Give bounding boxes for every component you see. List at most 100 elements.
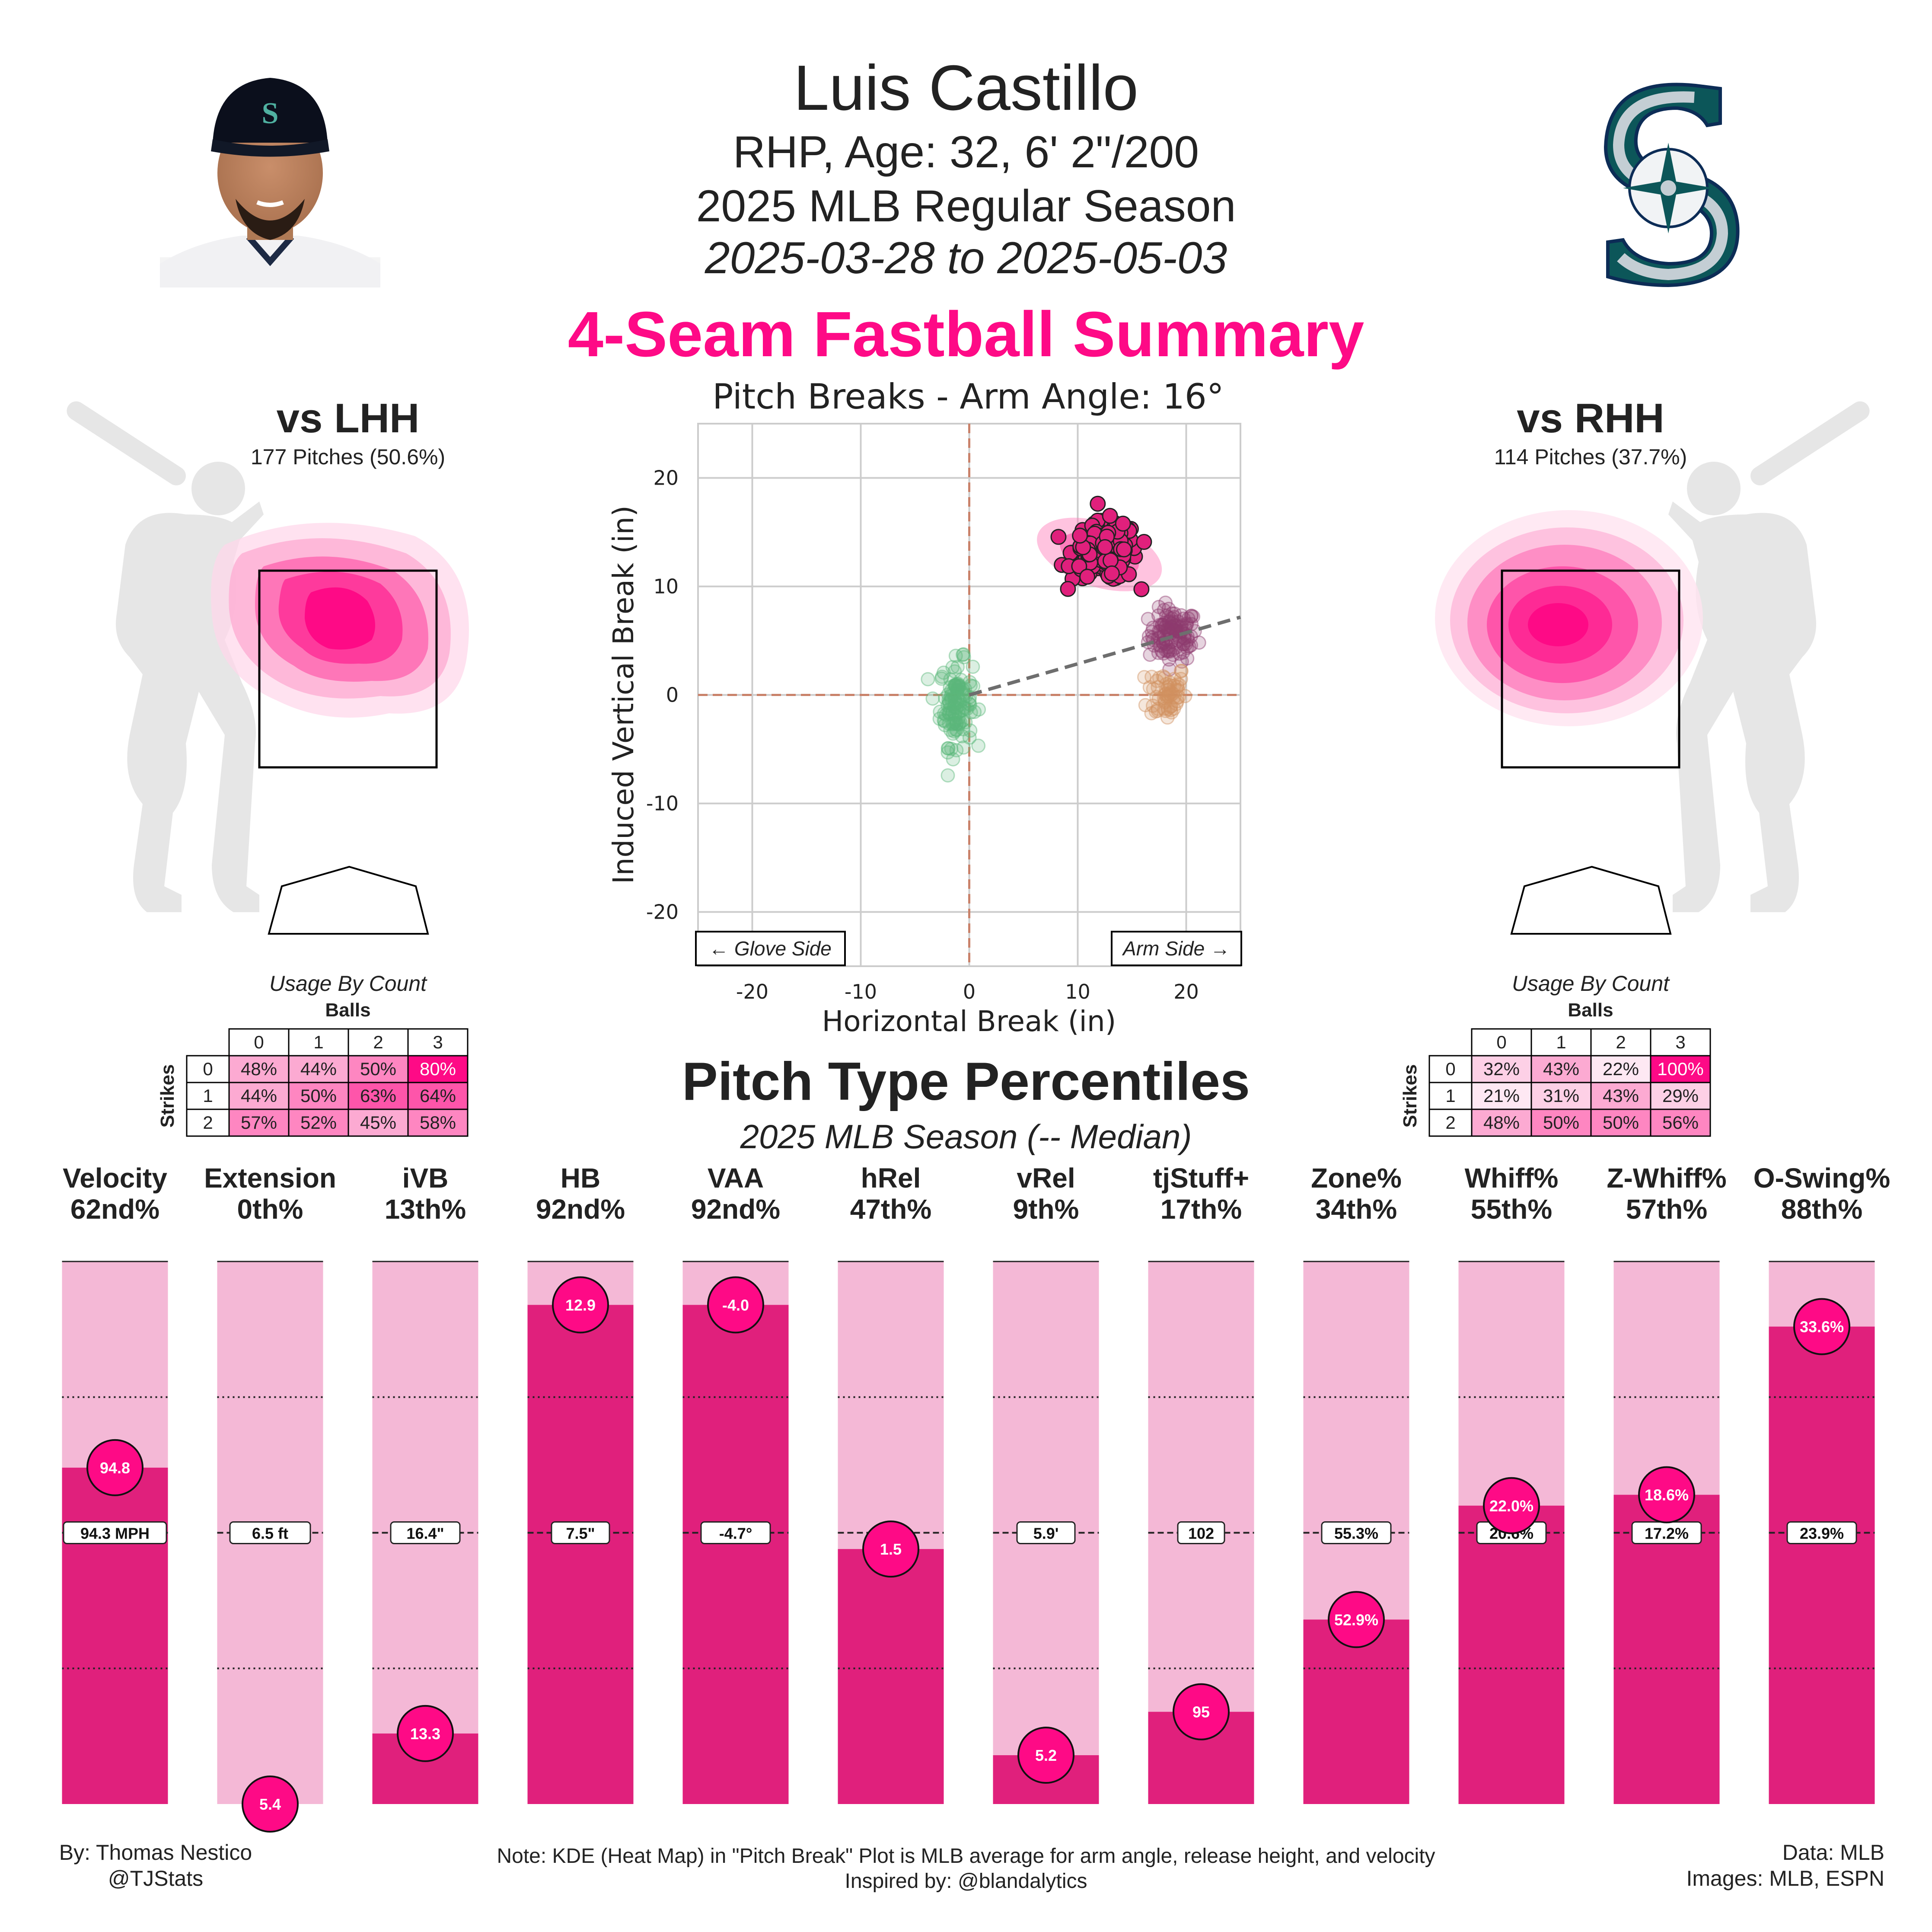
data-point bbox=[1162, 687, 1177, 701]
data-point bbox=[940, 745, 955, 760]
data-point bbox=[1156, 646, 1171, 661]
value-label: 18.6% bbox=[1645, 1486, 1689, 1504]
data-point bbox=[1079, 568, 1096, 585]
data-point bbox=[1138, 698, 1153, 712]
median-label-box bbox=[229, 1521, 311, 1544]
data-point bbox=[946, 726, 960, 741]
data-point bbox=[1171, 614, 1186, 629]
metric-column-o-swing-: 23.9% 33.6% bbox=[1769, 1261, 1875, 1804]
strikes-header-label: 0 bbox=[203, 1059, 213, 1079]
usage-value: 58% bbox=[420, 1112, 456, 1133]
data-point bbox=[955, 682, 970, 696]
data-point bbox=[1050, 529, 1067, 545]
metric-name: tjStuff+ bbox=[1153, 1162, 1250, 1194]
data-point bbox=[956, 648, 970, 662]
metric-header: HB 92nd% bbox=[503, 1162, 658, 1225]
data-point bbox=[950, 700, 964, 715]
bar-fill bbox=[1458, 1505, 1565, 1804]
data-point bbox=[1167, 690, 1182, 705]
data-point bbox=[1159, 677, 1173, 691]
data-point bbox=[1164, 611, 1179, 626]
data-point bbox=[1159, 683, 1174, 698]
data-point bbox=[1071, 558, 1087, 575]
data-point bbox=[1162, 614, 1176, 629]
data-point bbox=[1116, 541, 1132, 558]
data-point bbox=[947, 664, 962, 679]
data-point bbox=[947, 692, 962, 706]
data-point bbox=[1167, 701, 1181, 716]
usage-value: 32% bbox=[1483, 1059, 1520, 1079]
data-point bbox=[955, 729, 969, 744]
data-point bbox=[1169, 618, 1184, 633]
lhh-heatmap bbox=[211, 523, 469, 718]
data-point bbox=[956, 740, 971, 755]
data-point bbox=[953, 715, 968, 730]
value-label: 12.9 bbox=[565, 1296, 596, 1314]
metric-column-whiff-: 20.6%22.0% bbox=[1458, 1261, 1565, 1804]
data-point bbox=[1159, 643, 1173, 658]
x-tick-label: -20 bbox=[736, 980, 768, 1003]
data-point bbox=[947, 697, 962, 712]
data-point bbox=[933, 704, 947, 719]
data-point bbox=[938, 691, 953, 706]
metric-percentile: 88th% bbox=[1781, 1193, 1863, 1225]
data-point bbox=[1176, 611, 1191, 626]
metric-percentile: 55th% bbox=[1470, 1193, 1553, 1225]
data-point bbox=[1157, 618, 1171, 632]
usage-cell bbox=[288, 1082, 349, 1110]
data-point bbox=[947, 678, 962, 693]
strikes-header-cell bbox=[1428, 1108, 1473, 1137]
x-axis-label: Horizontal Break (in) bbox=[822, 1005, 1116, 1038]
data-point bbox=[1161, 689, 1176, 704]
player-name: Luis Castillo bbox=[794, 52, 1138, 124]
rhh-subtitle: 114 Pitches (37.7%) bbox=[1494, 445, 1687, 469]
data-point bbox=[1164, 620, 1178, 634]
data-point bbox=[937, 706, 951, 721]
rhh-heatmap bbox=[1435, 510, 1703, 726]
x-tick-label: 10 bbox=[1065, 980, 1090, 1003]
metric-percentile: 17th% bbox=[1160, 1193, 1242, 1225]
cluster-slider bbox=[921, 647, 986, 783]
data-point bbox=[1164, 703, 1178, 717]
data-point bbox=[1143, 647, 1157, 662]
y-axis-label: Induced Vertical Break (in) bbox=[607, 505, 640, 884]
data-point bbox=[1158, 695, 1173, 710]
data-point bbox=[937, 714, 952, 728]
data-point bbox=[934, 671, 949, 686]
balls-header-cell bbox=[1590, 1028, 1651, 1057]
metric-column-extension: 6.5 ft 5.4 bbox=[217, 1261, 323, 1833]
metric-column-hb: 7.5" 12.9 bbox=[527, 1261, 634, 1804]
median-label-box bbox=[1786, 1521, 1857, 1544]
usage-value: 63% bbox=[360, 1086, 396, 1106]
bar-fill bbox=[1613, 1495, 1720, 1804]
data-point bbox=[951, 717, 966, 732]
season-label: 2025 MLB Regular Season bbox=[696, 181, 1236, 231]
lhh-title: vs LHH bbox=[276, 395, 420, 441]
footer-author: By: Thomas Nestico @TJStats bbox=[48, 1839, 264, 1891]
data-point bbox=[947, 724, 962, 739]
data-point bbox=[946, 716, 961, 731]
rhh-usage-table: 0 1 2 3 0 32% 43% 22% 100% 1 21% 31% 43% 29% 2 48% 50% 50… bbox=[1400, 1028, 1711, 1137]
data-point bbox=[1178, 689, 1192, 703]
bar-fill bbox=[838, 1549, 944, 1804]
data-point bbox=[947, 700, 962, 715]
balls-header-label: 2 bbox=[1616, 1032, 1626, 1052]
data-point bbox=[1168, 621, 1183, 635]
data-point bbox=[963, 705, 978, 720]
data-point bbox=[949, 717, 964, 731]
data-point bbox=[948, 712, 963, 727]
metric-name: O-Swing% bbox=[1753, 1162, 1891, 1194]
balls-header-label: 3 bbox=[1675, 1032, 1685, 1052]
data-point bbox=[951, 678, 966, 693]
data-point bbox=[937, 713, 951, 728]
metric-percentile: 92nd% bbox=[691, 1193, 781, 1225]
median-label: 16.4" bbox=[406, 1525, 444, 1542]
data-point bbox=[1142, 680, 1157, 695]
usage-value: 31% bbox=[1543, 1086, 1579, 1106]
value-label: 1.5 bbox=[880, 1540, 902, 1558]
data-point bbox=[1169, 696, 1184, 711]
bar-fill bbox=[1303, 1619, 1409, 1804]
lhh-subtitle: 177 Pitches (50.6%) bbox=[250, 445, 446, 469]
data-point bbox=[952, 678, 966, 693]
data-point bbox=[1158, 704, 1173, 719]
